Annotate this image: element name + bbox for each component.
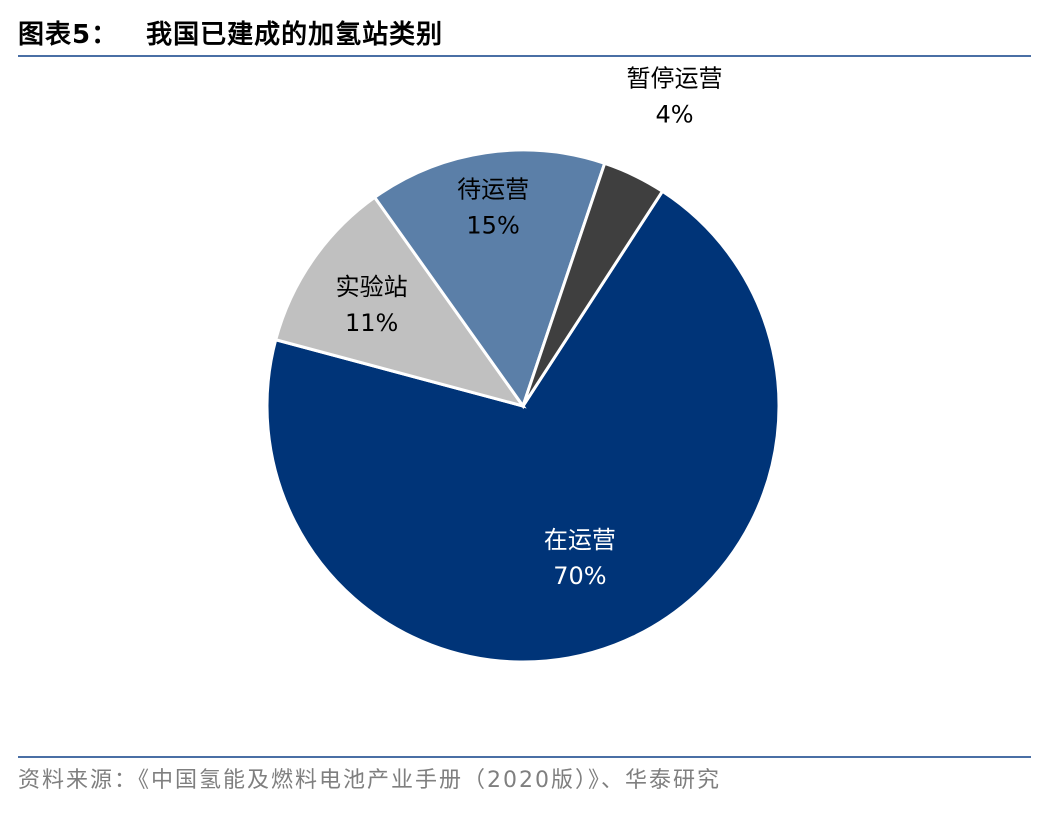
pie-slice-4 xyxy=(521,161,665,407)
chart-title: 图表5： 我国已建成的加氢站类别 xyxy=(18,14,443,51)
slice-category-label: 在运营 xyxy=(544,526,616,554)
slice-category-label: 实验站 xyxy=(336,273,408,301)
pie-slices xyxy=(265,148,781,664)
pie-labels: 在运营 70% 实验站 11% 待运营 15% 暂停运营 4% xyxy=(336,65,723,591)
pie-slice-2 xyxy=(273,195,527,409)
slice-value-label: 11% xyxy=(345,309,398,337)
slice-value-label: 4% xyxy=(655,101,693,129)
pie-slice-3 xyxy=(372,148,607,410)
slice-category-label: 待运营 xyxy=(457,175,529,203)
pie-slice-1 xyxy=(265,189,781,664)
slice-value-label: 70% xyxy=(553,562,606,590)
pie-chart: 在运营 70% 实验站 11% 待运营 15% 暂停运营 4% xyxy=(265,65,781,664)
slice-value-label: 15% xyxy=(466,211,519,239)
bottom-rule xyxy=(18,756,1031,758)
source-note: 资料来源：《中国氢能及燃料电池产业手册（2020版）》、华泰研究 xyxy=(18,768,721,793)
figure-label: 图表5： xyxy=(18,20,119,50)
top-rule xyxy=(18,55,1031,57)
title-text: 我国已建成的加氢站类别 xyxy=(146,20,444,50)
slice-category-label: 暂停运营 xyxy=(627,65,723,93)
